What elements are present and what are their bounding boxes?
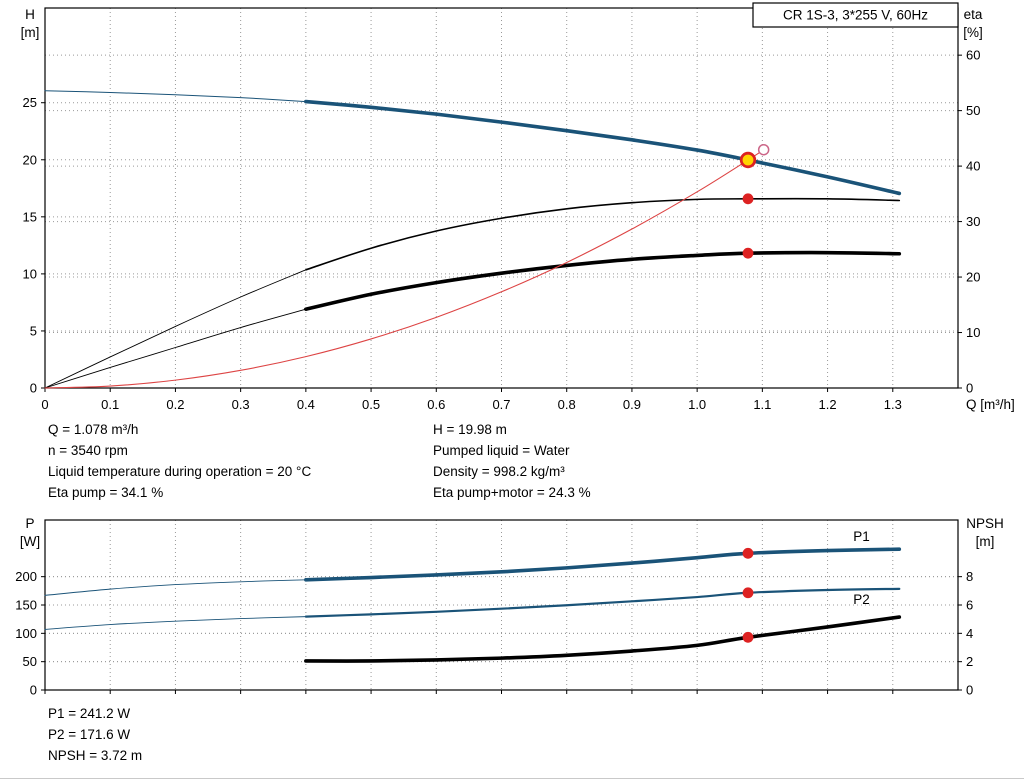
left-axis-tick-label: 200 xyxy=(15,569,37,584)
left-axis-header: [W] xyxy=(20,534,40,549)
right-axis-tick-label: 6 xyxy=(966,598,973,613)
eta-pump-motor-text: Eta pump+motor = 24.3 % xyxy=(433,485,591,500)
left-axis-tick-label: 25 xyxy=(23,95,37,110)
p1-curve xyxy=(304,547,902,582)
eta-pump-point xyxy=(742,193,754,205)
x-axis-tick-label: 0.8 xyxy=(558,397,576,412)
left-axis-tick-label: 50 xyxy=(23,654,37,669)
right-axis-tick-label: 0 xyxy=(966,381,973,396)
left-axis-tick-label: 0 xyxy=(30,683,37,698)
duty-info-left-column: Q = 1.078 m³/h n = 3540 rpm Liquid tempe… xyxy=(48,419,311,503)
right-axis-tick-label: 50 xyxy=(966,103,980,118)
x-axis-tick-label: 0.6 xyxy=(427,397,445,412)
hq-eta-chart: 0 5 10 15 20 25 0 10 20 30 40 50 60 0 0.1 0.2 0.3 0.4 0.5 0… xyxy=(21,2,1015,412)
p1-label: P1 xyxy=(853,529,870,544)
duty-head-text: H = 19.98 m xyxy=(433,422,507,437)
pump-curve xyxy=(304,99,902,196)
p2-curve xyxy=(304,587,901,618)
panel-bottom-divider xyxy=(0,778,1024,779)
right-axis-header: [m] xyxy=(976,534,995,549)
eta-pump-lead xyxy=(44,269,307,389)
duty-point[interactable] xyxy=(739,151,757,169)
right-axis-tick-label: 0 xyxy=(966,683,973,698)
x-axis-tick-label: 0.2 xyxy=(166,397,184,412)
eta-total-lead xyxy=(44,308,307,389)
right-axis-tick-label: 2 xyxy=(966,654,973,669)
p2-label: P2 xyxy=(853,592,870,607)
p2-text: P2 = 171.6 W xyxy=(48,727,131,742)
x-axis-tick-label: 0.7 xyxy=(492,397,510,412)
pump-curve-lead xyxy=(44,90,307,103)
left-axis-tick-label: 5 xyxy=(30,323,37,338)
left-axis-tick-label: 15 xyxy=(23,209,37,224)
right-axis-header: [%] xyxy=(963,25,983,40)
left-axis-tick-label: 10 xyxy=(23,266,37,281)
pumped-liquid-text: Pumped liquid = Water xyxy=(433,443,570,458)
p1-point xyxy=(742,547,754,559)
npsh-curve xyxy=(304,615,902,663)
npsh-point xyxy=(742,631,754,643)
right-axis-tick-label: 40 xyxy=(966,159,980,174)
plot-border xyxy=(44,519,959,691)
x-axis-tick-label: 1.0 xyxy=(688,397,706,412)
speed-text: n = 3540 rpm xyxy=(48,443,128,458)
right-axis-tick-label: 60 xyxy=(966,48,980,63)
p1-text: P1 = 241.2 W xyxy=(48,706,131,721)
system-curve xyxy=(44,149,765,389)
right-axis-tick-label: 8 xyxy=(966,569,973,584)
p2-lead xyxy=(44,616,307,630)
x-axis-tick-label: 0.5 xyxy=(362,397,380,412)
eta-total-point xyxy=(742,247,754,259)
right-axis-tick-label: 30 xyxy=(966,214,980,229)
pump-title-box xyxy=(752,2,959,28)
density-text: Density = 998.2 kg/m³ xyxy=(433,464,565,479)
left-axis-tick-label: 0 xyxy=(30,381,37,396)
left-axis-tick-label: 20 xyxy=(23,152,37,167)
left-axis-header: H xyxy=(25,7,35,22)
pump-title: CR 1S-3, 3*255 V, 60Hz xyxy=(783,8,928,23)
x-axis-tick-label: 1.3 xyxy=(884,397,902,412)
left-axis-tick-label: 100 xyxy=(15,626,37,641)
eta-pump-text: Eta pump = 34.1 % xyxy=(48,485,164,500)
plot-border xyxy=(44,7,959,389)
x-axis-label: Q [m³/h] xyxy=(966,397,1015,412)
eta-pump-curve xyxy=(305,197,901,271)
left-axis-header: P xyxy=(25,516,34,531)
right-axis-tick-label: 20 xyxy=(966,270,980,285)
left-axis-header: [m] xyxy=(21,25,40,40)
eta-total-curve xyxy=(304,250,902,312)
x-axis-tick-label: 0.4 xyxy=(297,397,315,412)
x-axis-tick-label: 1.2 xyxy=(819,397,837,412)
x-axis-tick-label: 0.9 xyxy=(623,397,641,412)
duty-flow-text: Q = 1.078 m³/h xyxy=(48,422,139,437)
x-axis-tick-label: 1.1 xyxy=(753,397,771,412)
right-axis-tick-label: 4 xyxy=(966,626,973,641)
power-info-column: P1 = 241.2 W P2 = 171.6 W NPSH = 3.72 m xyxy=(48,703,142,766)
power-npsh-chart: P1 P2 0 50 100 150 200 0 2 4 6 8 P [W] NPSH [m] xyxy=(15,516,1004,698)
left-axis-tick-label: 150 xyxy=(15,598,37,613)
duty-info-right-column: H = 19.98 m Pumped liquid = Water Densit… xyxy=(433,419,591,503)
x-axis-tick-label: 0.3 xyxy=(232,397,250,412)
right-axis-tick-label: 10 xyxy=(966,325,980,340)
liquid-temp-text: Liquid temperature during operation = 20… xyxy=(48,464,312,479)
p2-point xyxy=(742,587,754,599)
right-axis-header: eta xyxy=(964,7,983,22)
right-axis-header: NPSH xyxy=(966,516,1004,531)
x-axis-tick-label: 0.1 xyxy=(101,397,119,412)
p1-lead xyxy=(44,579,307,596)
system-end-point xyxy=(757,143,770,156)
x-axis-tick-label: 0 xyxy=(41,397,48,412)
npsh-text: NPSH = 3.72 m xyxy=(48,748,143,763)
